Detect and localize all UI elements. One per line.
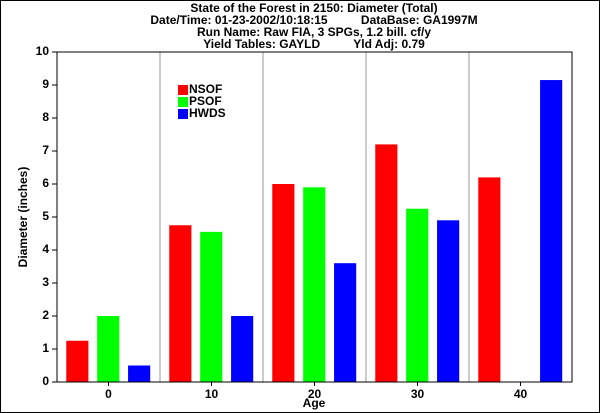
y-tick-label: 10 [36,44,50,58]
y-tick-label: 3 [42,275,49,289]
bar [478,177,501,382]
y-tick-label: 2 [42,308,49,322]
y-tick-label: 4 [42,242,49,256]
bar [375,144,398,382]
chart-subtitle: Run Name: Raw FIA, 3 SPGs, 1.2 bill. cf/… [197,25,431,39]
y-tick-label: 9 [42,77,49,91]
bar [437,220,460,382]
y-tick-label: 8 [42,110,49,124]
x-tick-label: 0 [105,387,112,401]
bar [334,263,357,382]
x-axis-label: Age [303,396,326,410]
x-tick-label: 40 [514,387,528,401]
bar [97,316,120,382]
bar [303,187,326,382]
x-tick-label: 20 [308,387,322,401]
bar [272,184,295,382]
y-tick-label: 7 [42,143,49,157]
bar [66,340,89,382]
y-tick-label: 1 [42,341,49,355]
chart-title: State of the Forest in 2150: Diameter (T… [190,1,437,15]
bar [406,208,429,382]
bar [540,80,563,383]
bar [169,225,192,382]
legend-label: PSOF [189,94,222,108]
y-tick-label: 5 [42,209,49,223]
legend-swatch [178,109,188,119]
bar [128,365,151,382]
y-tick-label: 6 [42,176,49,190]
x-tick-label: 10 [205,387,219,401]
bar [200,231,223,382]
x-tick-label: 30 [411,387,425,401]
y-tick-label: 0 [42,374,49,388]
legend-label: HWDS [189,106,226,120]
bar [231,316,254,382]
legend-swatch [178,85,188,95]
plot-border [56,51,573,383]
y-axis-label: Diameter (inches) [16,167,30,268]
legend-swatch [178,97,188,107]
chart-subtitle: Yield Tables: GAYLD Yld Adj: 0.79 [203,37,425,51]
legend-label: NSOF [189,82,222,96]
chart-subtitle: Date/Time: 01-23-2002/10:18:15 DataBase:… [150,13,477,27]
